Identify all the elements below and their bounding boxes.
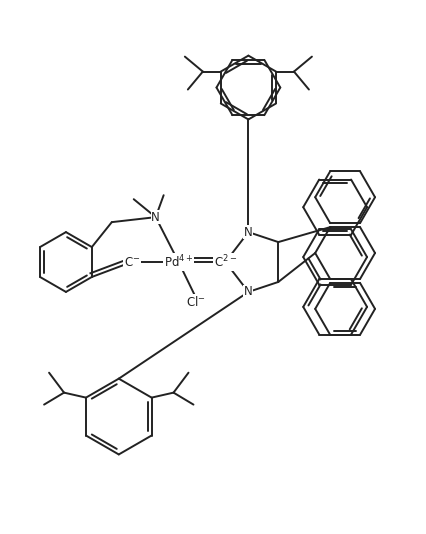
Text: Pd$^{4+}$: Pd$^{4+}$ — [164, 254, 193, 270]
Text: N: N — [151, 210, 160, 224]
Text: N: N — [243, 286, 252, 299]
Text: Cl$^{-}$: Cl$^{-}$ — [185, 295, 205, 309]
Text: N: N — [243, 225, 252, 239]
Text: C$^{2-}$: C$^{2-}$ — [213, 254, 236, 270]
Text: C$^{-}$: C$^{-}$ — [123, 255, 140, 269]
